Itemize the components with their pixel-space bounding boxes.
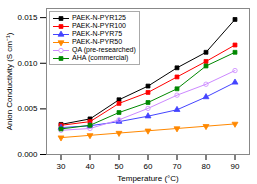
svg-text:30: 30 xyxy=(57,162,66,171)
svg-text:Temperature (°C): Temperature (°C) xyxy=(117,174,179,183)
svg-text:0.015: 0.015 xyxy=(17,13,38,22)
html-text:PAEK-N-PYR75: PAEK-N-PYR75 xyxy=(72,30,123,37)
svg-text:50: 50 xyxy=(115,162,124,171)
svg-text:Anion Conductivity (S cm⁻¹): Anion Conductivity (S cm⁻¹) xyxy=(5,32,14,130)
svg-text:0.000: 0.000 xyxy=(17,150,38,159)
svg-text:0.005: 0.005 xyxy=(17,104,38,113)
html-text:PAEK-N-PYR50: PAEK-N-PYR50 xyxy=(72,38,123,45)
svg-text:90: 90 xyxy=(231,162,240,171)
html-text:PAEK-N-PYR125: PAEK-N-PYR125 xyxy=(72,14,126,21)
html-text:AHA (commercial): AHA (commercial) xyxy=(72,54,129,61)
svg-text:60: 60 xyxy=(144,162,153,171)
svg-text:80: 80 xyxy=(202,162,211,171)
svg-text:70: 70 xyxy=(173,162,182,171)
svg-text:0.010: 0.010 xyxy=(17,59,38,68)
html-text:PAEK-N-PYR100: PAEK-N-PYR100 xyxy=(72,22,126,29)
html-text:QA (pre-researched): QA (pre-researched) xyxy=(72,46,136,53)
svg-text:40: 40 xyxy=(86,162,95,171)
